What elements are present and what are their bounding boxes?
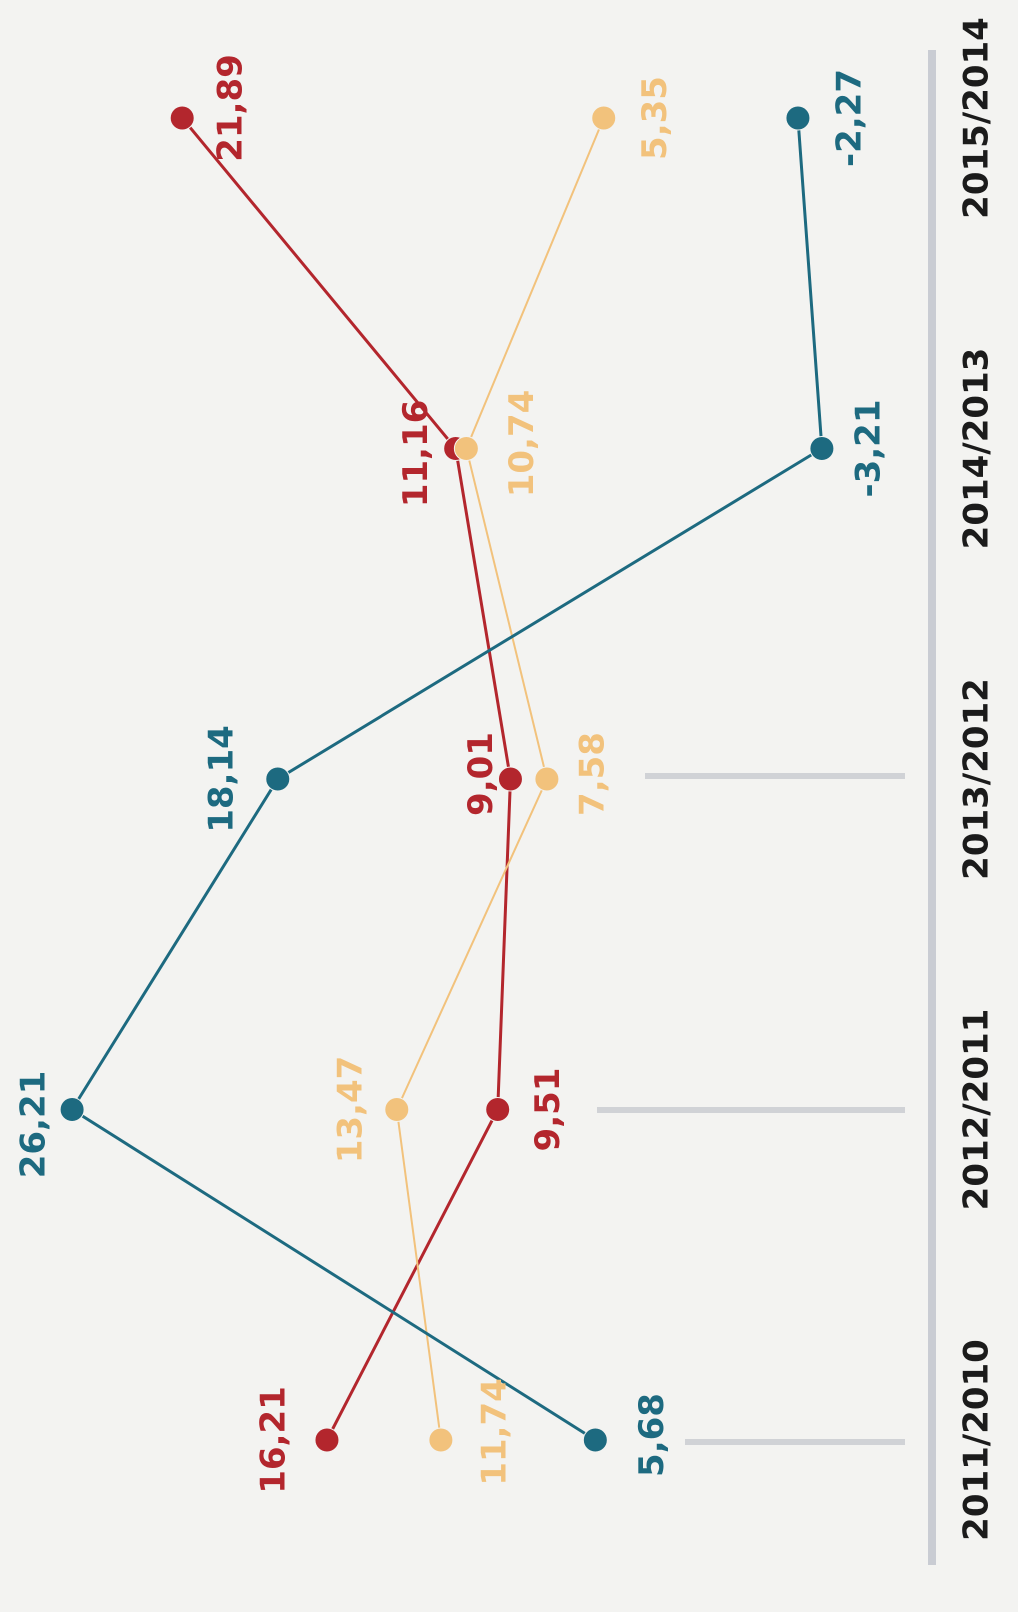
point: [497, 766, 523, 792]
category-label: 2015/2014: [957, 17, 997, 219]
category-label: 2012/2011: [957, 1009, 997, 1211]
category-label: 2013/2012: [957, 678, 997, 880]
data-label: 5,68: [632, 1393, 672, 1477]
data-label: 9,01: [461, 732, 501, 816]
point: [169, 105, 195, 131]
point: [809, 436, 835, 461]
point: [591, 105, 617, 131]
data-label: 21,89: [211, 54, 251, 162]
point: [384, 1097, 410, 1122]
point: [534, 766, 560, 792]
data-label: 7,58: [572, 732, 612, 816]
data-label: 9,51: [528, 1068, 568, 1152]
point: [785, 105, 811, 131]
point: [485, 1097, 511, 1122]
point: [59, 1097, 85, 1122]
point: [314, 1427, 340, 1453]
data-label: 11,74: [474, 1378, 514, 1486]
data-label: 13,47: [330, 1056, 370, 1164]
data-label: -3,21: [848, 400, 888, 498]
data-label: 10,74: [502, 390, 542, 498]
point: [428, 1427, 454, 1453]
point: [582, 1427, 608, 1453]
data-label: 18,14: [201, 725, 241, 833]
data-label: 16,21: [253, 1386, 293, 1494]
data-label: 26,21: [14, 1071, 54, 1179]
data-label: -2,27: [829, 69, 869, 167]
point: [453, 436, 479, 461]
category-label: 2014/2013: [957, 348, 997, 550]
category-label: 2011/2010: [957, 1339, 997, 1541]
data-label: 11,16: [396, 400, 436, 508]
data-label: 5,35: [635, 76, 675, 160]
point: [265, 766, 291, 792]
